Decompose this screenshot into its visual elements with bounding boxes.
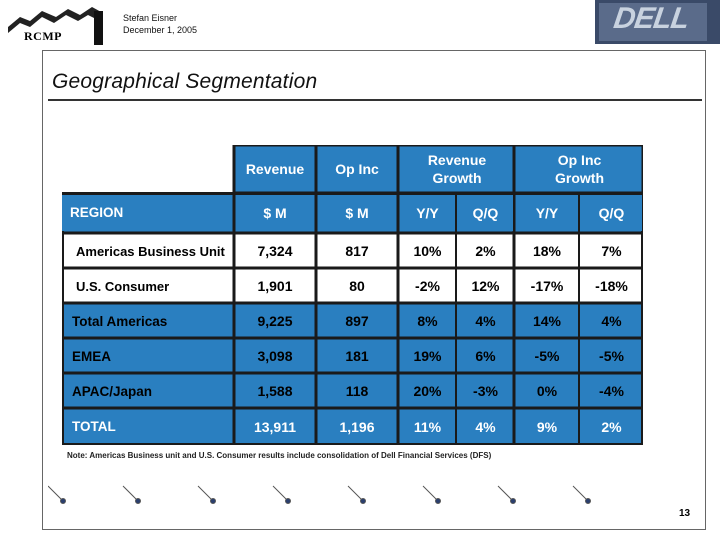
decorative-pins — [48, 485, 591, 504]
table-cell-op-qq: -5% — [599, 348, 624, 364]
table-row-label: EMEA — [72, 348, 112, 364]
table-cell-op-yy: 9% — [536, 418, 558, 435]
table-row-label: Americas Business Unit — [76, 243, 225, 259]
dell-logo: DELL — [595, 0, 720, 44]
header-op-inc-qq: Q/Q — [581, 195, 642, 231]
table-cell-op-inc: 897 — [345, 313, 369, 329]
table-cell-rev-qq: 4% — [475, 418, 496, 435]
table-row-label: APAC/Japan — [72, 383, 153, 399]
table-cell-op-yy: 14% — [532, 313, 562, 329]
table-cell-op-yy: 18% — [532, 243, 562, 259]
table-row-label: Total Americas — [72, 313, 168, 329]
table-row-label: TOTAL — [64, 410, 232, 443]
table-cell-op-yy: -5% — [534, 348, 560, 364]
header-op-inc-yy: Y/Y — [516, 195, 578, 231]
table-cell-op-yy: -17% — [530, 278, 564, 294]
table-cell-rev-qq: 6% — [475, 348, 496, 364]
table-cell-revenue: 7,324 — [257, 243, 293, 259]
table-cell-revenue: 1,901 — [257, 278, 293, 294]
rcmp-mountain-graphic — [8, 7, 103, 45]
table-cell-op-qq: 7% — [601, 243, 622, 259]
dell-logo-text: DELL — [611, 2, 691, 35]
table-cell-revenue: 1,588 — [257, 383, 293, 399]
header-op-inc-growth: Op Inc Growth — [518, 147, 641, 191]
title-divider — [48, 99, 702, 101]
rcmp-logo: RCMP — [8, 5, 103, 45]
table-footnote: Note: Americas Business unit and U.S. Co… — [67, 451, 492, 460]
presentation-date: December 1, 2005 — [123, 25, 198, 35]
slide-frame — [42, 50, 706, 530]
table-cell-revenue: 3,098 — [257, 348, 293, 364]
table-cell-op-qq: 2% — [601, 418, 622, 435]
table-cell-rev-yy: 19% — [413, 348, 442, 364]
table-cell-rev-yy: 11% — [413, 418, 442, 435]
table-cell-rev-yy: 10% — [413, 243, 442, 259]
table-cell-op-qq: -18% — [595, 278, 628, 294]
rcmp-logo-text: RCMP — [24, 29, 62, 43]
table-cell-rev-qq: 12% — [471, 278, 500, 294]
table-cell-rev-qq: -3% — [473, 383, 498, 399]
header-revenue-growth: Revenue Growth — [402, 147, 512, 191]
author-name: Stefan Eisner — [123, 13, 178, 23]
table-cell-rev-yy: 20% — [413, 383, 442, 399]
table-cell-revenue: 9,225 — [257, 313, 293, 329]
slide-title: Geographical Segmentation — [52, 70, 318, 93]
table-cell-op-qq: -4% — [599, 383, 624, 399]
table-cell-op-inc: 817 — [345, 243, 369, 259]
header-region: REGION — [62, 195, 232, 231]
table-cell-op-yy: 0% — [536, 383, 558, 399]
geographical-segmentation-table: Revenue Op Inc Revenue Growth Op Inc Gro… — [62, 145, 643, 445]
table-cell-op-inc: 80 — [349, 278, 365, 294]
table-cell-rev-qq: 4% — [475, 313, 496, 329]
table-cell-op-inc: 1,196 — [339, 418, 375, 435]
table-cell-rev-qq: 2% — [475, 243, 496, 259]
table-cell-op-qq: 4% — [601, 313, 622, 329]
header-revenue-yy: Y/Y — [400, 195, 455, 231]
table-cell-op-inc: 181 — [345, 348, 369, 364]
page-number: 13 — [679, 508, 691, 519]
header-op-inc: Op Inc — [318, 147, 396, 191]
presenter-info: Stefan Eisner December 1, 2005 — [123, 12, 197, 36]
table-row-label: U.S. Consumer — [76, 278, 170, 294]
table-cell-rev-yy: -2% — [415, 278, 440, 294]
table-cell-revenue: 13,911 — [253, 418, 297, 435]
table-cell-rev-yy: 8% — [417, 313, 438, 329]
header-revenue-qq: Q/Q — [458, 195, 513, 231]
table-cell-op-inc: 118 — [345, 383, 369, 399]
header-op-inc-unit: $ M — [318, 195, 396, 231]
dell-logo-background — [595, 0, 720, 44]
header-revenue-unit: $ M — [236, 195, 314, 231]
header-revenue: Revenue — [236, 147, 314, 191]
